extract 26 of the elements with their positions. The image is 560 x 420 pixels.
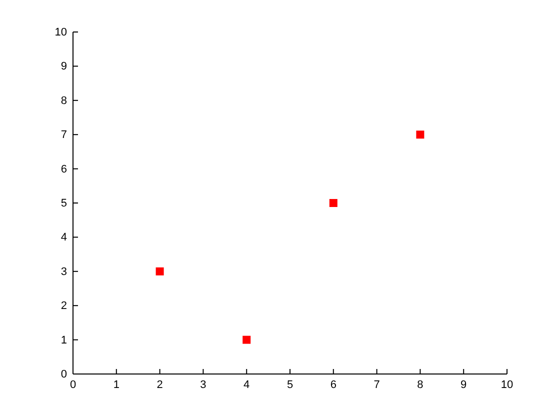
y-tick-label: 1 xyxy=(60,334,67,346)
x-tick-label: 10 xyxy=(500,378,514,391)
x-tick-label: 8 xyxy=(417,378,424,391)
point xyxy=(329,199,338,207)
x-tick-label: 9 xyxy=(460,378,467,391)
point xyxy=(156,267,164,276)
y-tick-label: 7 xyxy=(60,129,67,142)
point xyxy=(416,130,424,139)
y-tick-label: 5 xyxy=(60,198,67,210)
y-tick-label: 8 xyxy=(60,94,67,107)
x-tick-label: 4 xyxy=(244,378,250,391)
y-tick-label: 4 xyxy=(60,232,67,244)
x-tick-label: 2 xyxy=(156,378,163,391)
y-tick-label: 3 xyxy=(60,266,67,278)
x-tick-label: 5 xyxy=(286,378,294,391)
point xyxy=(242,336,251,344)
y-tick-label: 9 xyxy=(60,60,67,73)
y-tick-label: 0 xyxy=(60,368,67,381)
x-tick-label: 3 xyxy=(200,378,206,391)
x-tick-label: 6 xyxy=(330,378,336,391)
x-tick-label: 1 xyxy=(113,378,120,391)
x-tick-label: 0 xyxy=(70,378,76,391)
y-tick-label: 6 xyxy=(60,163,67,176)
y-tick-label: 2 xyxy=(60,300,67,312)
x-tick-label: 7 xyxy=(374,378,380,391)
y-tick-label: 10 xyxy=(54,26,67,39)
